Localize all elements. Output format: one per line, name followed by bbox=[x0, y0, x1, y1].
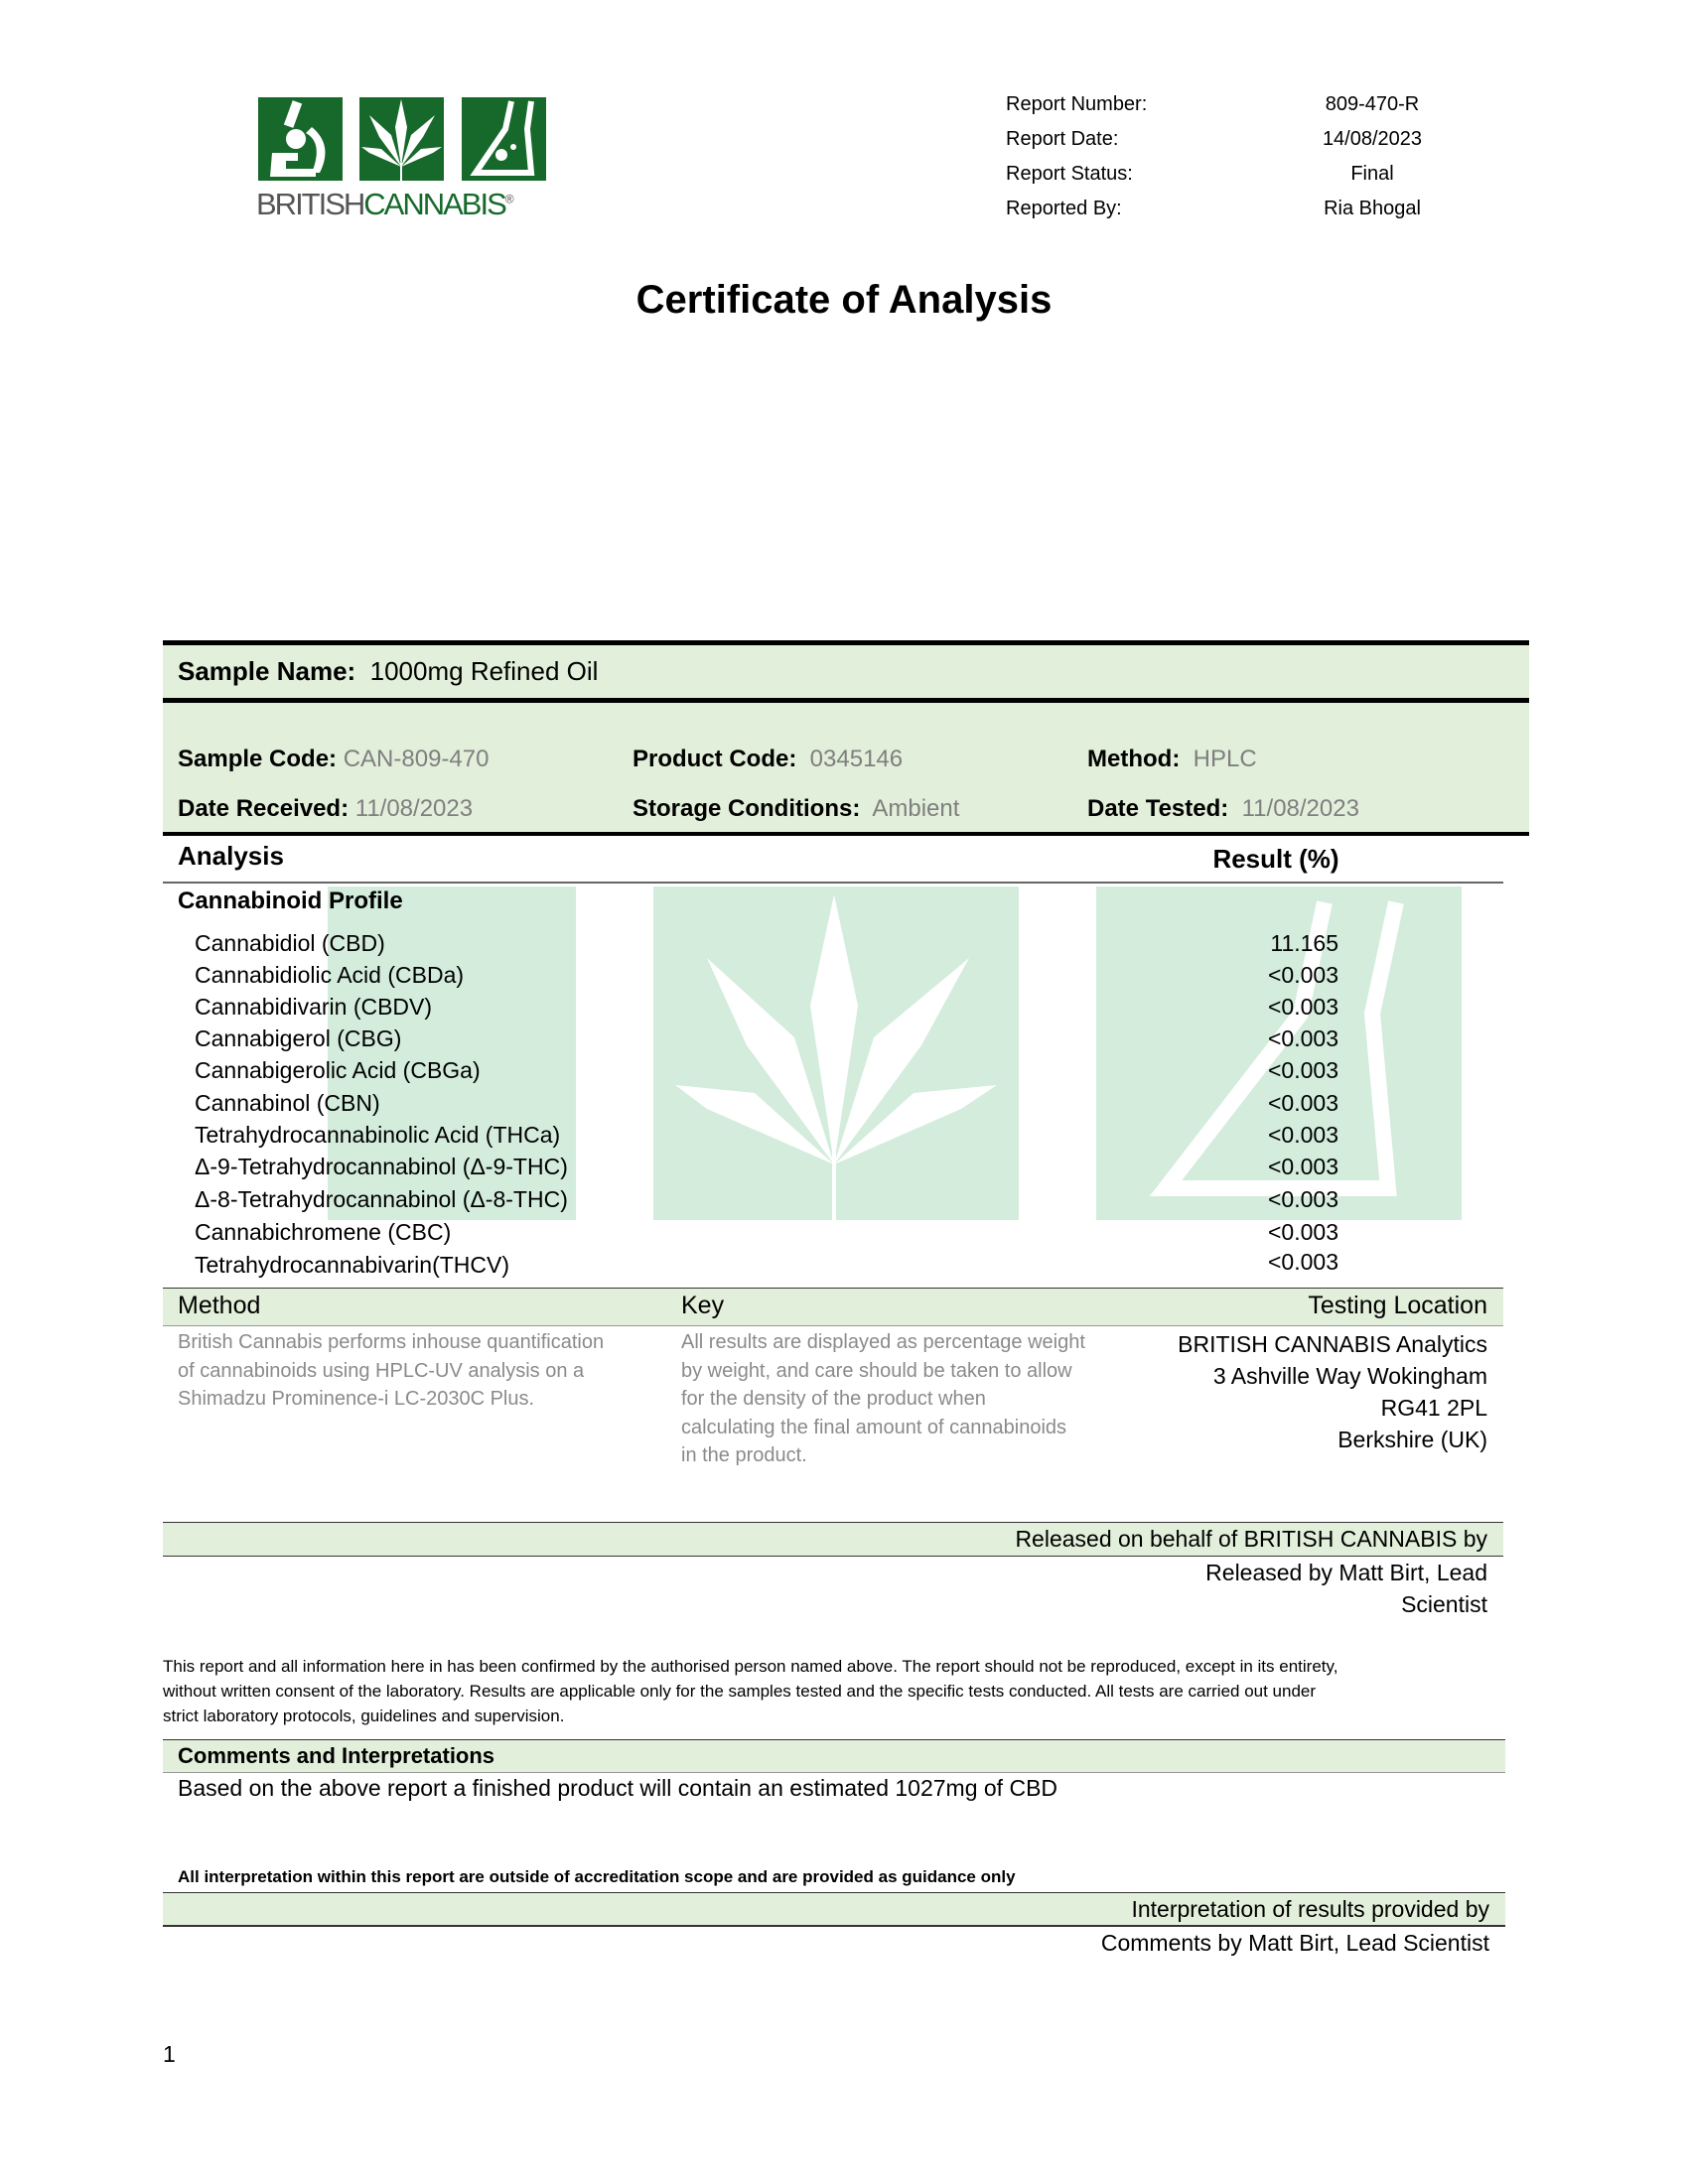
report-status-label: Report Status: bbox=[1006, 163, 1133, 185]
comments-by: Comments by Matt Birt, Lead Scientist bbox=[1100, 1930, 1489, 1956]
comments-header-band bbox=[163, 1739, 1505, 1773]
storage-conditions: Storage Conditions: Ambient bbox=[633, 795, 960, 822]
watermark-microscope bbox=[328, 887, 576, 1220]
analysis-header: Analysis bbox=[178, 841, 284, 871]
release-band bbox=[163, 1522, 1503, 1557]
cannabis-leaf-icon bbox=[359, 97, 444, 181]
logo-wordmark: BRITISHCANNABIS® bbox=[256, 187, 514, 221]
date-tested: Date Tested: 11/08/2023 bbox=[1087, 795, 1359, 822]
watermark-cannabis-leaf-icon bbox=[653, 887, 1019, 1220]
reported-by-label: Reported By: bbox=[1006, 198, 1122, 219]
product-code: Product Code: 0345146 bbox=[633, 746, 904, 772]
sample-code: Sample Code: CAN-809-470 bbox=[178, 746, 490, 772]
comments-text: Based on the above report a finished pro… bbox=[178, 1775, 1058, 1801]
report-date-label: Report Date: bbox=[1006, 128, 1119, 150]
key-description: All results are displayed as percentage … bbox=[681, 1331, 1085, 1466]
report-number-label: Report Number: bbox=[1006, 93, 1148, 115]
method: Method: HPLC bbox=[1087, 746, 1257, 772]
divider bbox=[163, 882, 1503, 884]
flask-icon bbox=[462, 97, 546, 181]
testing-location-address: BRITISH CANNABIS Analytics 3 Ashville Way… bbox=[1178, 1331, 1487, 1452]
released-by: Released by Matt Birt, Lead Scientist bbox=[1205, 1560, 1487, 1617]
interpretation-band bbox=[163, 1892, 1505, 1927]
comments-header: Comments and Interpretations bbox=[178, 1743, 495, 1768]
scope-note: All interpretation within this report ar… bbox=[178, 1867, 1016, 1886]
info-header-band bbox=[163, 1288, 1503, 1326]
divider bbox=[163, 698, 1529, 703]
interpretation-band-text: Interpretation of results provided by bbox=[1131, 1896, 1489, 1922]
divider bbox=[163, 640, 1529, 645]
method-header: Method bbox=[178, 1292, 261, 1319]
disclaimer: This report and all information here in … bbox=[163, 1657, 1338, 1725]
watermark-flask-icon bbox=[1096, 887, 1462, 1220]
sample-name-band bbox=[163, 645, 1529, 698]
key-header: Key bbox=[681, 1292, 725, 1319]
sample-name: Sample Name: 1000mg Refined Oil bbox=[178, 656, 599, 686]
report-date-value: 14/08/2023 bbox=[1322, 128, 1423, 150]
page-title: Certificate of Analysis bbox=[635, 278, 1053, 322]
reported-by-value: Ria Bhogal bbox=[1324, 198, 1421, 219]
sample-details-band bbox=[163, 703, 1529, 832]
release-band-text: Released on behalf of BRITISH CANNABIS b… bbox=[1015, 1526, 1487, 1552]
microscope-icon bbox=[258, 97, 343, 181]
page-number: 1 bbox=[163, 2041, 176, 2067]
date-received: Date Received: 11/08/2023 bbox=[178, 795, 474, 822]
method-description: British Cannabis performs inhouse quanti… bbox=[178, 1331, 605, 1410]
report-status-value: Final bbox=[1350, 163, 1394, 185]
cannabinoid-profile-header: Cannabinoid Profile bbox=[178, 887, 403, 914]
report-number-value: 809-470-R bbox=[1325, 93, 1420, 115]
divider bbox=[163, 832, 1529, 836]
result-header: Result (%) bbox=[1212, 844, 1339, 874]
testing-location-header: Testing Location bbox=[1308, 1292, 1487, 1319]
